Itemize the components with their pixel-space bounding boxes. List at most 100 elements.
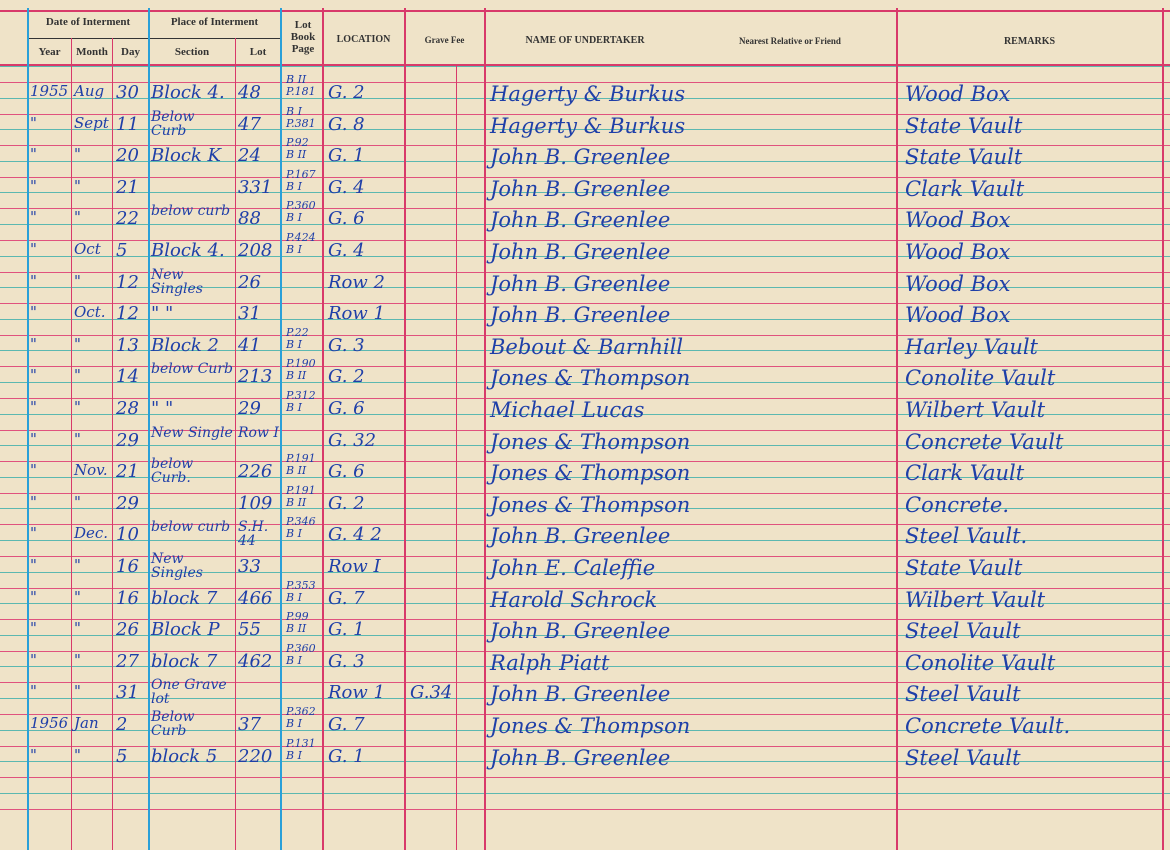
- header-location: LOCATION: [336, 34, 391, 45]
- entry-lot: 26: [238, 271, 261, 293]
- entry-year: ": [30, 587, 37, 606]
- entry-location: G. 7: [328, 587, 365, 609]
- entry-month: ": [74, 745, 81, 764]
- entry-month: Aug: [74, 82, 105, 100]
- entry-lot: 29: [238, 398, 261, 419]
- entry-location: G. 4 2: [328, 524, 382, 546]
- entry-book-page: B I P.381: [286, 104, 316, 130]
- table-row: " " 29 New Single Row I G. 32 Jones & Thompson…: [0, 424, 1170, 456]
- entry-location: G. 4: [328, 176, 365, 198]
- row-midline: [0, 761, 1170, 763]
- entry-undertaker: John B. Greenlee: [490, 145, 671, 170]
- entry-section: One Grave lot: [151, 677, 227, 708]
- entry-day: 12: [116, 303, 139, 325]
- entry-year: ": [30, 745, 37, 764]
- table-row: " " 16 block 7 466 G. 7 Harold Schrock Wilbert …: [0, 579, 1170, 614]
- entry-year: ": [30, 271, 37, 290]
- column-rule: [27, 8, 29, 850]
- entry-year: ": [30, 398, 37, 416]
- column-rule: [280, 8, 282, 850]
- entry-month: ": [74, 619, 81, 638]
- entry-month: ": [74, 682, 81, 701]
- entry-undertaker: John B. Greenlee: [490, 303, 671, 328]
- row-midline: [0, 634, 1170, 636]
- entry-section: Below Curb: [151, 108, 195, 139]
- entry-year: ": [30, 524, 37, 543]
- row-midline: [0, 192, 1170, 194]
- column-rule: [112, 38, 113, 850]
- column-rule: [322, 8, 324, 850]
- entry-remarks: Concrete.: [905, 492, 1010, 517]
- row-rule: [0, 745, 1170, 747]
- table-row: " Sept 11 Below Curb 47 G. 8 Hagerty & Burkus S…: [0, 104, 1170, 140]
- entry-month: Oct.: [74, 303, 106, 322]
- entry-undertaker: Bebout & Barnhill: [490, 334, 684, 359]
- entry-location: Row 1: [328, 682, 385, 704]
- entry-undertaker: Jones & Thompson: [490, 461, 691, 486]
- row-rule: [0, 334, 1170, 336]
- entry-book-page: P.360 B I: [286, 641, 316, 667]
- row-midline: [0, 476, 1170, 478]
- entry-section: Block K: [151, 145, 221, 167]
- entry-year: ": [30, 619, 37, 638]
- entry-day: 22: [116, 208, 139, 230]
- row-rule: [0, 366, 1170, 368]
- row-midline: [0, 698, 1170, 699]
- column-rule: [404, 8, 406, 850]
- entry-undertaker: John B. Greenlee: [490, 524, 671, 549]
- entry-lot: 213: [238, 366, 273, 388]
- table-row: " " 28 " " 29 G. 6 Michael Lucas Wilbert Vault P…: [0, 390, 1170, 424]
- entry-lot: Row I: [238, 424, 279, 441]
- row-midline: [0, 729, 1170, 731]
- entry-undertaker: Jones & Thompson: [490, 492, 691, 517]
- row-rule: [0, 398, 1170, 399]
- header-bottom-rule: [0, 64, 1170, 66]
- table-row: " " 14 below Curb 213 G. 2 Jones & Thompson Con…: [0, 357, 1170, 392]
- entry-remarks: Steel Vault: [905, 745, 1021, 770]
- entry-book-page: B II P.181: [286, 73, 316, 98]
- entry-location: G. 2: [328, 366, 365, 388]
- entry-remarks: State Vault: [905, 556, 1023, 580]
- table-row: " " 31 One Grave lot Row 1 G.34 John B. Greenl…: [0, 676, 1170, 708]
- entry-remarks: Wood Box: [905, 82, 1011, 106]
- entry-undertaker: John B. Greenlee: [490, 745, 671, 770]
- row-midline: [0, 255, 1170, 257]
- entry-remarks: Harley Vault: [905, 334, 1038, 359]
- entry-day: 5: [116, 745, 128, 767]
- entry-day: 27: [116, 650, 139, 672]
- entry-year: 1955: [30, 82, 69, 100]
- header-section: Section: [174, 46, 210, 58]
- entry-lot: 462: [238, 650, 273, 672]
- entry-month: ": [74, 176, 81, 195]
- table-row: " Dec. 10 below curb S.H. 44 G. 4 2 John B. Gr…: [0, 516, 1170, 550]
- header-undertaker: NAME OF UNDERTAKER: [525, 35, 645, 46]
- entry-month: Dec.: [74, 524, 109, 543]
- entry-remarks: Conolite Vault: [905, 650, 1056, 675]
- entry-book-page: P.191 B II: [286, 452, 316, 478]
- header-divider: [28, 38, 281, 39]
- header-day: Day: [121, 46, 140, 58]
- table-row: 1955 Aug 30 Block 4. 48 G. 2 Hagerty & Burkus W…: [0, 73, 1170, 108]
- entry-location: G. 7: [328, 714, 365, 735]
- row-rule: [0, 303, 1170, 305]
- entry-book-page: P.190 B II: [286, 357, 316, 383]
- entry-remarks: Clark Vault: [905, 176, 1025, 201]
- row-midline: [0, 508, 1170, 510]
- table-row: 1956 Jan 2 Below Curb 37 G. 7 Jones & Thompson…: [0, 706, 1170, 740]
- row-rule: [0, 650, 1170, 652]
- entry-undertaker: John B. Greenlee: [490, 271, 671, 296]
- entry-year: ": [30, 208, 37, 227]
- table-row: " " 26 Block P 55 G. 1 John B. Greenlee Steel V…: [0, 611, 1170, 645]
- row-rule: [0, 492, 1170, 494]
- entry-undertaker: Jones & Thompson: [490, 366, 691, 391]
- row-rule: [0, 808, 1170, 810]
- row-rule: [0, 271, 1170, 273]
- entry-year: ": [30, 366, 37, 385]
- entry-remarks: Steel Vault.: [905, 524, 1028, 549]
- entry-section: below Curb: [151, 361, 233, 378]
- entry-undertaker: John B. Greenlee: [490, 208, 671, 233]
- entry-month: ": [74, 271, 81, 290]
- row-midline: [0, 603, 1170, 605]
- entry-book-page: P.167 B I: [286, 167, 316, 193]
- entry-location: G. 3: [328, 650, 365, 672]
